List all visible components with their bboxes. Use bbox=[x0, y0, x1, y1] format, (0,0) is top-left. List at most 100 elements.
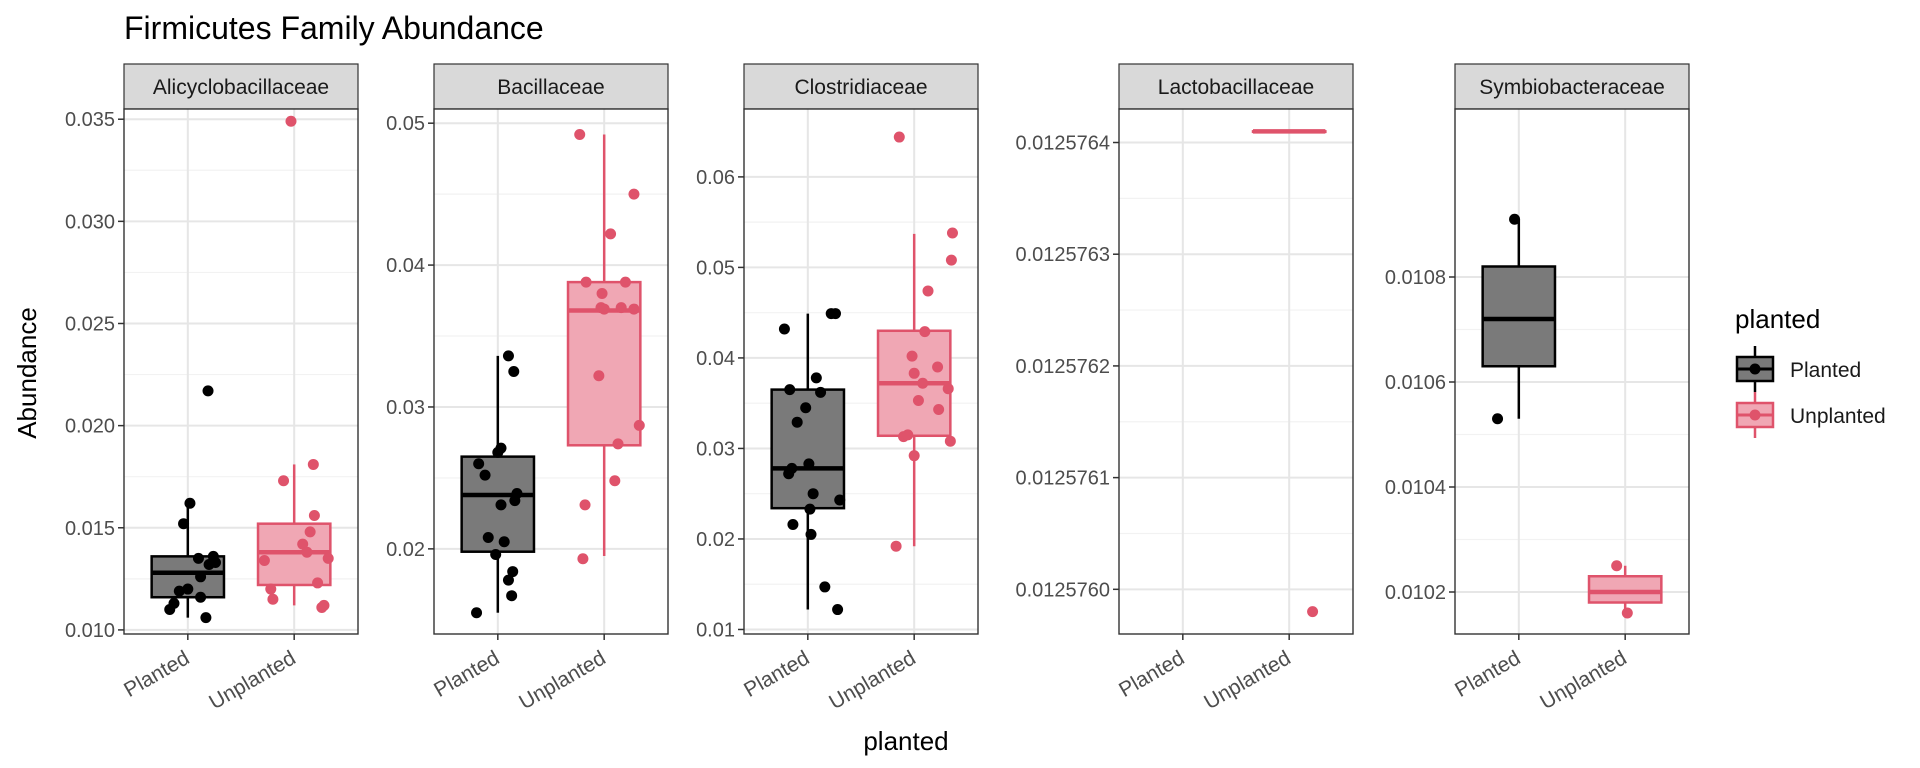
y-tick-label: 0.0106 bbox=[1385, 372, 1446, 394]
y-tick-label: 0.0125761 bbox=[1015, 468, 1110, 490]
data-point bbox=[490, 549, 502, 561]
group-planted bbox=[460, 350, 536, 619]
data-point bbox=[498, 536, 510, 548]
data-point bbox=[609, 475, 621, 487]
group-planted bbox=[150, 385, 226, 624]
data-point bbox=[285, 115, 297, 127]
facet-strip-label: Bacillaceae bbox=[497, 76, 604, 99]
data-point bbox=[906, 350, 918, 362]
data-point bbox=[815, 386, 827, 398]
panel-border bbox=[743, 108, 979, 635]
data-point bbox=[800, 402, 812, 414]
legend-key-point bbox=[1749, 409, 1761, 421]
data-point bbox=[574, 129, 586, 141]
data-point bbox=[633, 419, 645, 431]
data-point bbox=[507, 566, 519, 578]
y-axis-title: Abundance bbox=[12, 307, 42, 439]
legend-key-point bbox=[1749, 363, 1761, 375]
facet-strip bbox=[433, 63, 669, 110]
data-point bbox=[945, 254, 957, 266]
data-point bbox=[200, 612, 212, 624]
data-point bbox=[893, 131, 905, 143]
data-point bbox=[902, 429, 914, 441]
data-point bbox=[508, 366, 520, 377]
facet-strip bbox=[1454, 63, 1690, 110]
data-point bbox=[908, 367, 920, 379]
y-tick-label: 0.05 bbox=[696, 257, 735, 279]
data-point bbox=[1509, 213, 1521, 225]
data-point bbox=[933, 404, 945, 416]
y-tick-label: 0.04 bbox=[386, 255, 425, 277]
y-tick-label: 0.01 bbox=[696, 619, 735, 641]
legend-key bbox=[1735, 392, 1775, 438]
data-point bbox=[195, 591, 207, 603]
data-point bbox=[258, 554, 270, 566]
y-tick-label: 0.05 bbox=[386, 113, 425, 135]
data-point bbox=[1611, 560, 1623, 572]
group-planted bbox=[770, 308, 846, 616]
y-tick-label: 0.010 bbox=[65, 620, 115, 642]
data-point bbox=[912, 394, 924, 406]
facet-strip bbox=[743, 63, 979, 110]
group-unplanted bbox=[1251, 129, 1327, 618]
data-point bbox=[267, 593, 279, 605]
legend: planted Planted Unplanted bbox=[1735, 304, 1886, 438]
data-point bbox=[804, 503, 816, 515]
data-point bbox=[209, 557, 221, 569]
data-point bbox=[787, 518, 799, 530]
y-tick-label: 0.02 bbox=[386, 539, 425, 561]
x-tick-label: Unplanted bbox=[1536, 646, 1630, 714]
data-point bbox=[829, 308, 841, 320]
legend-label: Unplanted bbox=[1790, 405, 1886, 428]
group-unplanted bbox=[876, 131, 958, 552]
legend-title: planted bbox=[1735, 304, 1820, 334]
data-point bbox=[612, 438, 624, 450]
data-point bbox=[182, 583, 194, 595]
group-unplanted bbox=[566, 129, 645, 565]
facet-strip bbox=[123, 63, 359, 110]
data-point bbox=[577, 553, 589, 565]
data-point bbox=[946, 227, 958, 239]
data-point bbox=[322, 552, 334, 564]
data-point bbox=[605, 228, 617, 240]
x-tick-label: Planted bbox=[1451, 646, 1524, 702]
legend-label: Planted bbox=[1790, 359, 1861, 382]
data-point bbox=[807, 488, 819, 500]
data-point bbox=[265, 583, 277, 595]
data-point bbox=[168, 597, 180, 609]
data-point bbox=[778, 323, 790, 335]
chart-title: Firmicutes Family Abundance bbox=[124, 10, 544, 46]
data-point bbox=[615, 302, 627, 314]
x-tick-label: Planted bbox=[1115, 646, 1188, 702]
y-tick-label: 0.03 bbox=[386, 397, 425, 419]
data-point bbox=[318, 599, 330, 611]
facet-strip-label: Alicyclobacillaceae bbox=[153, 76, 329, 99]
y-tick-label: 0.02 bbox=[696, 529, 735, 551]
group-unplanted bbox=[256, 115, 334, 613]
data-point bbox=[297, 538, 309, 550]
data-point bbox=[834, 494, 846, 506]
data-point bbox=[307, 458, 319, 470]
data-point bbox=[482, 532, 494, 544]
facet-panel: Lactobacillaceae 0.0125760 0.0125761 0.0125… bbox=[1015, 63, 1354, 714]
x-tick-label: Unplanted bbox=[825, 646, 919, 714]
data-point bbox=[471, 607, 483, 619]
data-point bbox=[308, 510, 320, 522]
y-tick-label: 0.020 bbox=[65, 416, 115, 438]
data-point bbox=[908, 450, 920, 462]
y-tick-label: 0.025 bbox=[65, 313, 115, 335]
data-point bbox=[628, 303, 640, 315]
data-point bbox=[932, 361, 944, 373]
y-tick-label: 0.035 bbox=[65, 109, 115, 131]
data-point bbox=[791, 416, 803, 428]
box bbox=[1587, 575, 1663, 604]
panel-border bbox=[123, 108, 359, 635]
y-tick-label: 0.0108 bbox=[1385, 267, 1446, 289]
y-tick-label: 0.0125763 bbox=[1015, 244, 1110, 266]
data-point bbox=[919, 326, 931, 338]
x-tick-label: Unplanted bbox=[1200, 646, 1294, 714]
data-point bbox=[312, 577, 324, 589]
facet-panel: Alicyclobacillaceae 0.010 0.015 0.020 0.025 0… bbox=[65, 63, 359, 714]
data-point bbox=[593, 370, 605, 382]
